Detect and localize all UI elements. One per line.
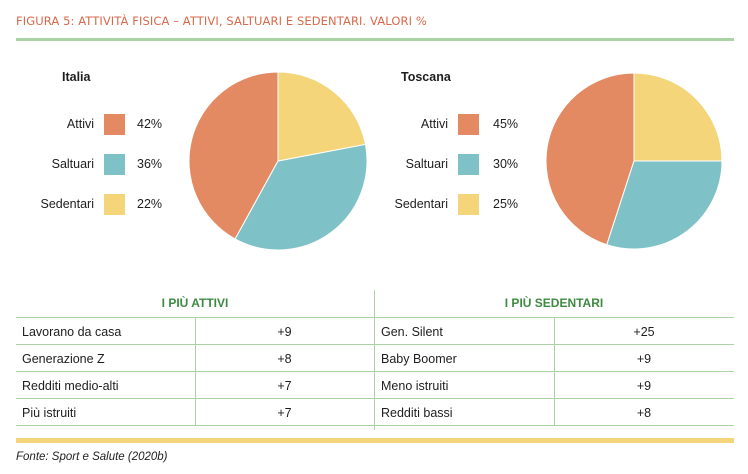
- footer-divider: [16, 438, 734, 443]
- pie-title-toscana: Toscana: [401, 70, 451, 84]
- table-row-label: Lavorano da casa: [22, 325, 122, 339]
- table-row-value: +9: [636, 352, 652, 366]
- table-row-value: +7: [277, 379, 292, 393]
- pie-slice-attivi: [545, 72, 635, 246]
- pie-chart-italia: [188, 71, 368, 251]
- legend-swatch-toscana-saltuari: [458, 154, 479, 175]
- table-row-value: +9: [636, 379, 652, 393]
- legend-value-toscana-attivi: 45%: [493, 117, 519, 131]
- pie-chart-toscana: [545, 72, 723, 250]
- table-row-label: Più istruiti: [22, 406, 77, 420]
- pie-slice-sedentari: [277, 71, 367, 162]
- legend-swatch-italia-saltuari: [104, 154, 125, 175]
- pie-slice-saltuari: [606, 160, 723, 250]
- table-column-divider: [374, 290, 375, 430]
- table-row-label: Meno istruiti: [381, 379, 449, 393]
- legend-swatch-toscana-attivi: [458, 114, 479, 135]
- legend-label-toscana-sedentari: Sedentari: [394, 197, 448, 211]
- legend-label-toscana-saltuari: Saltuari: [405, 157, 448, 171]
- table-row-label: Baby Boomer: [381, 352, 457, 366]
- legend-value-italia-attivi: 42%: [137, 117, 163, 131]
- table-header-attivi: I PIÙ ATTIVI: [161, 296, 229, 310]
- pie-title-italia: Italia: [62, 70, 91, 84]
- table-row-label: Generazione Z: [22, 352, 105, 366]
- legend-value-toscana-saltuari: 30%: [493, 157, 519, 171]
- table-row-value: +9: [277, 325, 292, 339]
- pie-slice-sedentari: [633, 72, 723, 162]
- figure-title: FIGURA 5: ATTIVITÀ FISICA – ATTIVI, SALT…: [16, 14, 427, 28]
- table-header-sedentari: I PIÙ SEDENTARI: [504, 296, 604, 310]
- table-row-label: Redditi bassi: [381, 406, 453, 420]
- legend-value-toscana-sedentari: 25%: [493, 197, 519, 211]
- legend-label-italia-saltuari: Saltuari: [51, 157, 94, 171]
- table-row-value: +7: [277, 406, 292, 420]
- table-row-value: +25: [633, 325, 655, 339]
- table-cell-divider: [195, 317, 196, 425]
- title-divider: [16, 38, 734, 41]
- legend-swatch-italia-sedentari: [104, 194, 125, 215]
- source-note: Fonte: Sport e Salute (2020b): [16, 451, 168, 463]
- table-row-value: +8: [277, 352, 292, 366]
- table-rule: [16, 371, 734, 372]
- legend-swatch-italia-attivi: [104, 114, 125, 135]
- pie-slice-saltuari: [234, 143, 368, 251]
- table-rule: [16, 425, 734, 426]
- table-row-label: Gen. Silent: [381, 325, 443, 339]
- legend-value-italia-saltuari: 36%: [137, 157, 163, 171]
- table-row-label: Redditi medio-alti: [22, 379, 119, 393]
- legend-swatch-toscana-sedentari: [458, 194, 479, 215]
- legend-label-italia-attivi: Attivi: [66, 117, 94, 131]
- pie-slice-attivi: [188, 71, 279, 240]
- table-cell-divider: [554, 317, 555, 425]
- table-row-value: +8: [636, 406, 652, 420]
- table-rule: [16, 398, 734, 399]
- table-rule: [16, 317, 734, 318]
- legend-label-toscana-attivi: Attivi: [420, 117, 448, 131]
- legend-value-italia-sedentari: 22%: [137, 197, 163, 211]
- legend-label-italia-sedentari: Sedentari: [40, 197, 94, 211]
- table-rule: [16, 344, 734, 345]
